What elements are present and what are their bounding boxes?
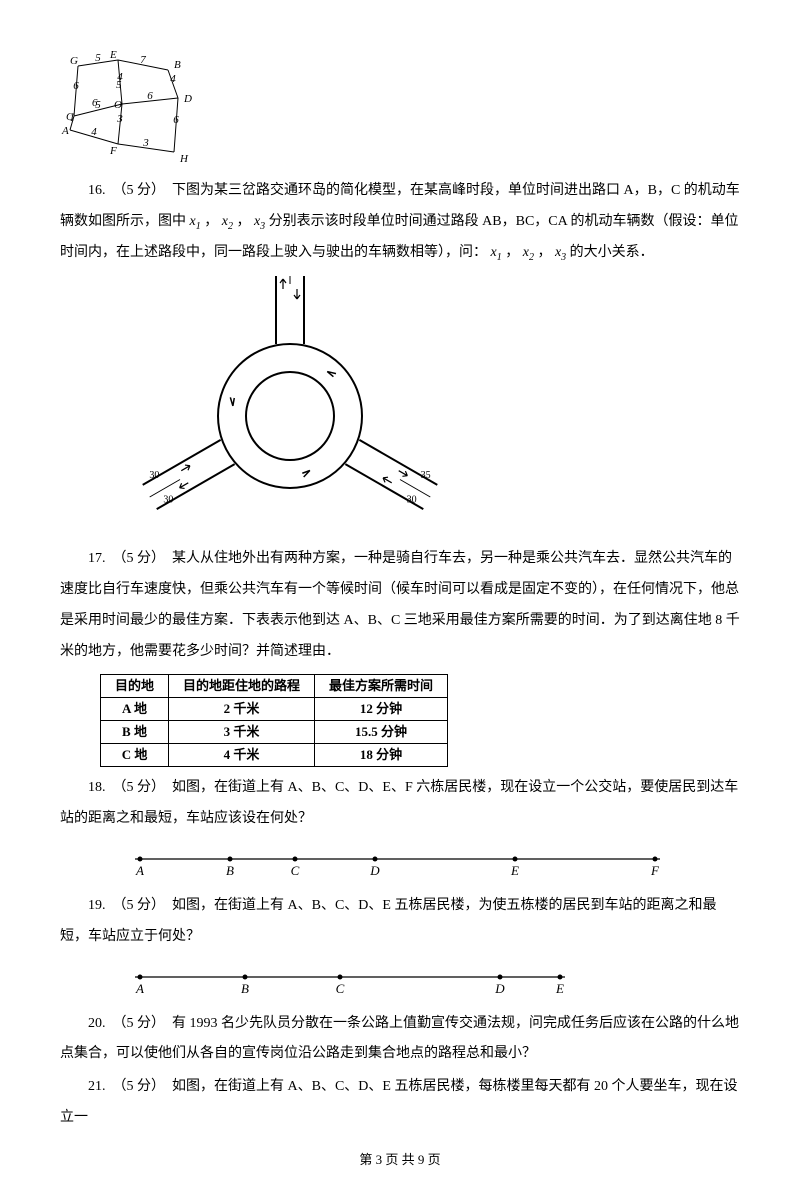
- question-20: 20. （5 分） 有 1993 名少先队员分散在一条公路上值勤宣传交通法规，问…: [60, 1009, 740, 1071]
- question-18: 18. （5 分） 如图，在街道上有 A、B、C、D、E、F 六栋居民楼，现在设…: [60, 773, 740, 835]
- page-footer: 第 3 页 共 9 页: [60, 1146, 740, 1175]
- numberline-q19: A B C D E: [100, 961, 740, 1001]
- var-x2b: x2: [523, 245, 534, 260]
- table-row: C 地4 千米18 分钟: [101, 744, 448, 767]
- svg-text:B: B: [241, 981, 249, 996]
- var-x2: x2: [222, 214, 233, 229]
- svg-text:4: 4: [91, 126, 97, 138]
- svg-text:35: 35: [421, 471, 431, 482]
- table-row: A 地2 千米12 分钟: [101, 697, 448, 720]
- svg-text:E: E: [555, 981, 564, 996]
- svg-text:D: D: [494, 981, 505, 996]
- svg-text:H: H: [179, 153, 189, 165]
- svg-text:A: A: [135, 863, 144, 878]
- question-16: 16. （5 分） 下图为某三岔路交通环岛的简化模型，在某高峰时段，单位时间进出…: [60, 176, 740, 268]
- svg-text:3: 3: [142, 137, 149, 149]
- table-q17: 目的地目的地距住地的路程最佳方案所需时间 A 地2 千米12 分钟B 地3 千米…: [100, 674, 448, 768]
- svg-text:6: 6: [92, 97, 98, 109]
- var-x1b: x1: [491, 245, 502, 260]
- var-x3: x3: [254, 214, 265, 229]
- svg-text:5: 5: [116, 79, 122, 91]
- svg-text:O: O: [114, 99, 122, 111]
- svg-text:D: D: [183, 93, 192, 105]
- table-header: 最佳方案所需时间: [315, 674, 448, 697]
- svg-text:A: A: [61, 125, 69, 137]
- svg-text:C: C: [66, 111, 74, 123]
- var-x3b: x3: [555, 245, 566, 260]
- var-x1: x1: [190, 214, 201, 229]
- svg-text:C: C: [336, 981, 345, 996]
- table-header: 目的地: [101, 674, 169, 697]
- svg-text:3: 3: [116, 113, 123, 125]
- numberline-q18: A B C D E F: [100, 843, 740, 883]
- svg-text:6: 6: [147, 90, 153, 102]
- svg-text:30: 30: [149, 471, 159, 482]
- svg-text:6: 6: [173, 114, 179, 126]
- svg-text:B: B: [174, 59, 181, 71]
- svg-text:E: E: [510, 863, 519, 878]
- graph-diagram-q15: 576446514336GEBDOCAFH65: [60, 48, 740, 168]
- question-21: 21. （5 分） 如图，在街道上有 A、B、C、D、E 五栋居民楼，每栋楼里每…: [60, 1072, 740, 1134]
- svg-text:7: 7: [140, 54, 146, 66]
- svg-text:A: A: [135, 981, 144, 996]
- svg-text:F: F: [650, 863, 660, 878]
- table-header: 目的地距住地的路程: [169, 674, 315, 697]
- svg-text:4: 4: [170, 73, 176, 85]
- svg-text:30: 30: [163, 495, 173, 506]
- roundabout-diagram: 505530303035: [120, 276, 740, 536]
- svg-text:B: B: [226, 863, 234, 878]
- svg-text:6: 6: [73, 80, 79, 92]
- svg-text:E: E: [109, 49, 117, 61]
- svg-text:5: 5: [95, 52, 101, 64]
- question-19: 19. （5 分） 如图，在街道上有 A、B、C、D、E 五栋居民楼，为使五栋楼…: [60, 891, 740, 953]
- svg-text:G: G: [70, 55, 78, 67]
- svg-text:D: D: [369, 863, 380, 878]
- svg-text:F: F: [109, 145, 117, 157]
- question-17: 17. （5 分） 某人从住地外出有两种方案，一种是骑自行车去，另一种是乘公共汽…: [60, 544, 740, 667]
- svg-text:C: C: [291, 863, 300, 878]
- svg-text:30: 30: [407, 495, 417, 506]
- table-row: B 地3 千米15.5 分钟: [101, 720, 448, 743]
